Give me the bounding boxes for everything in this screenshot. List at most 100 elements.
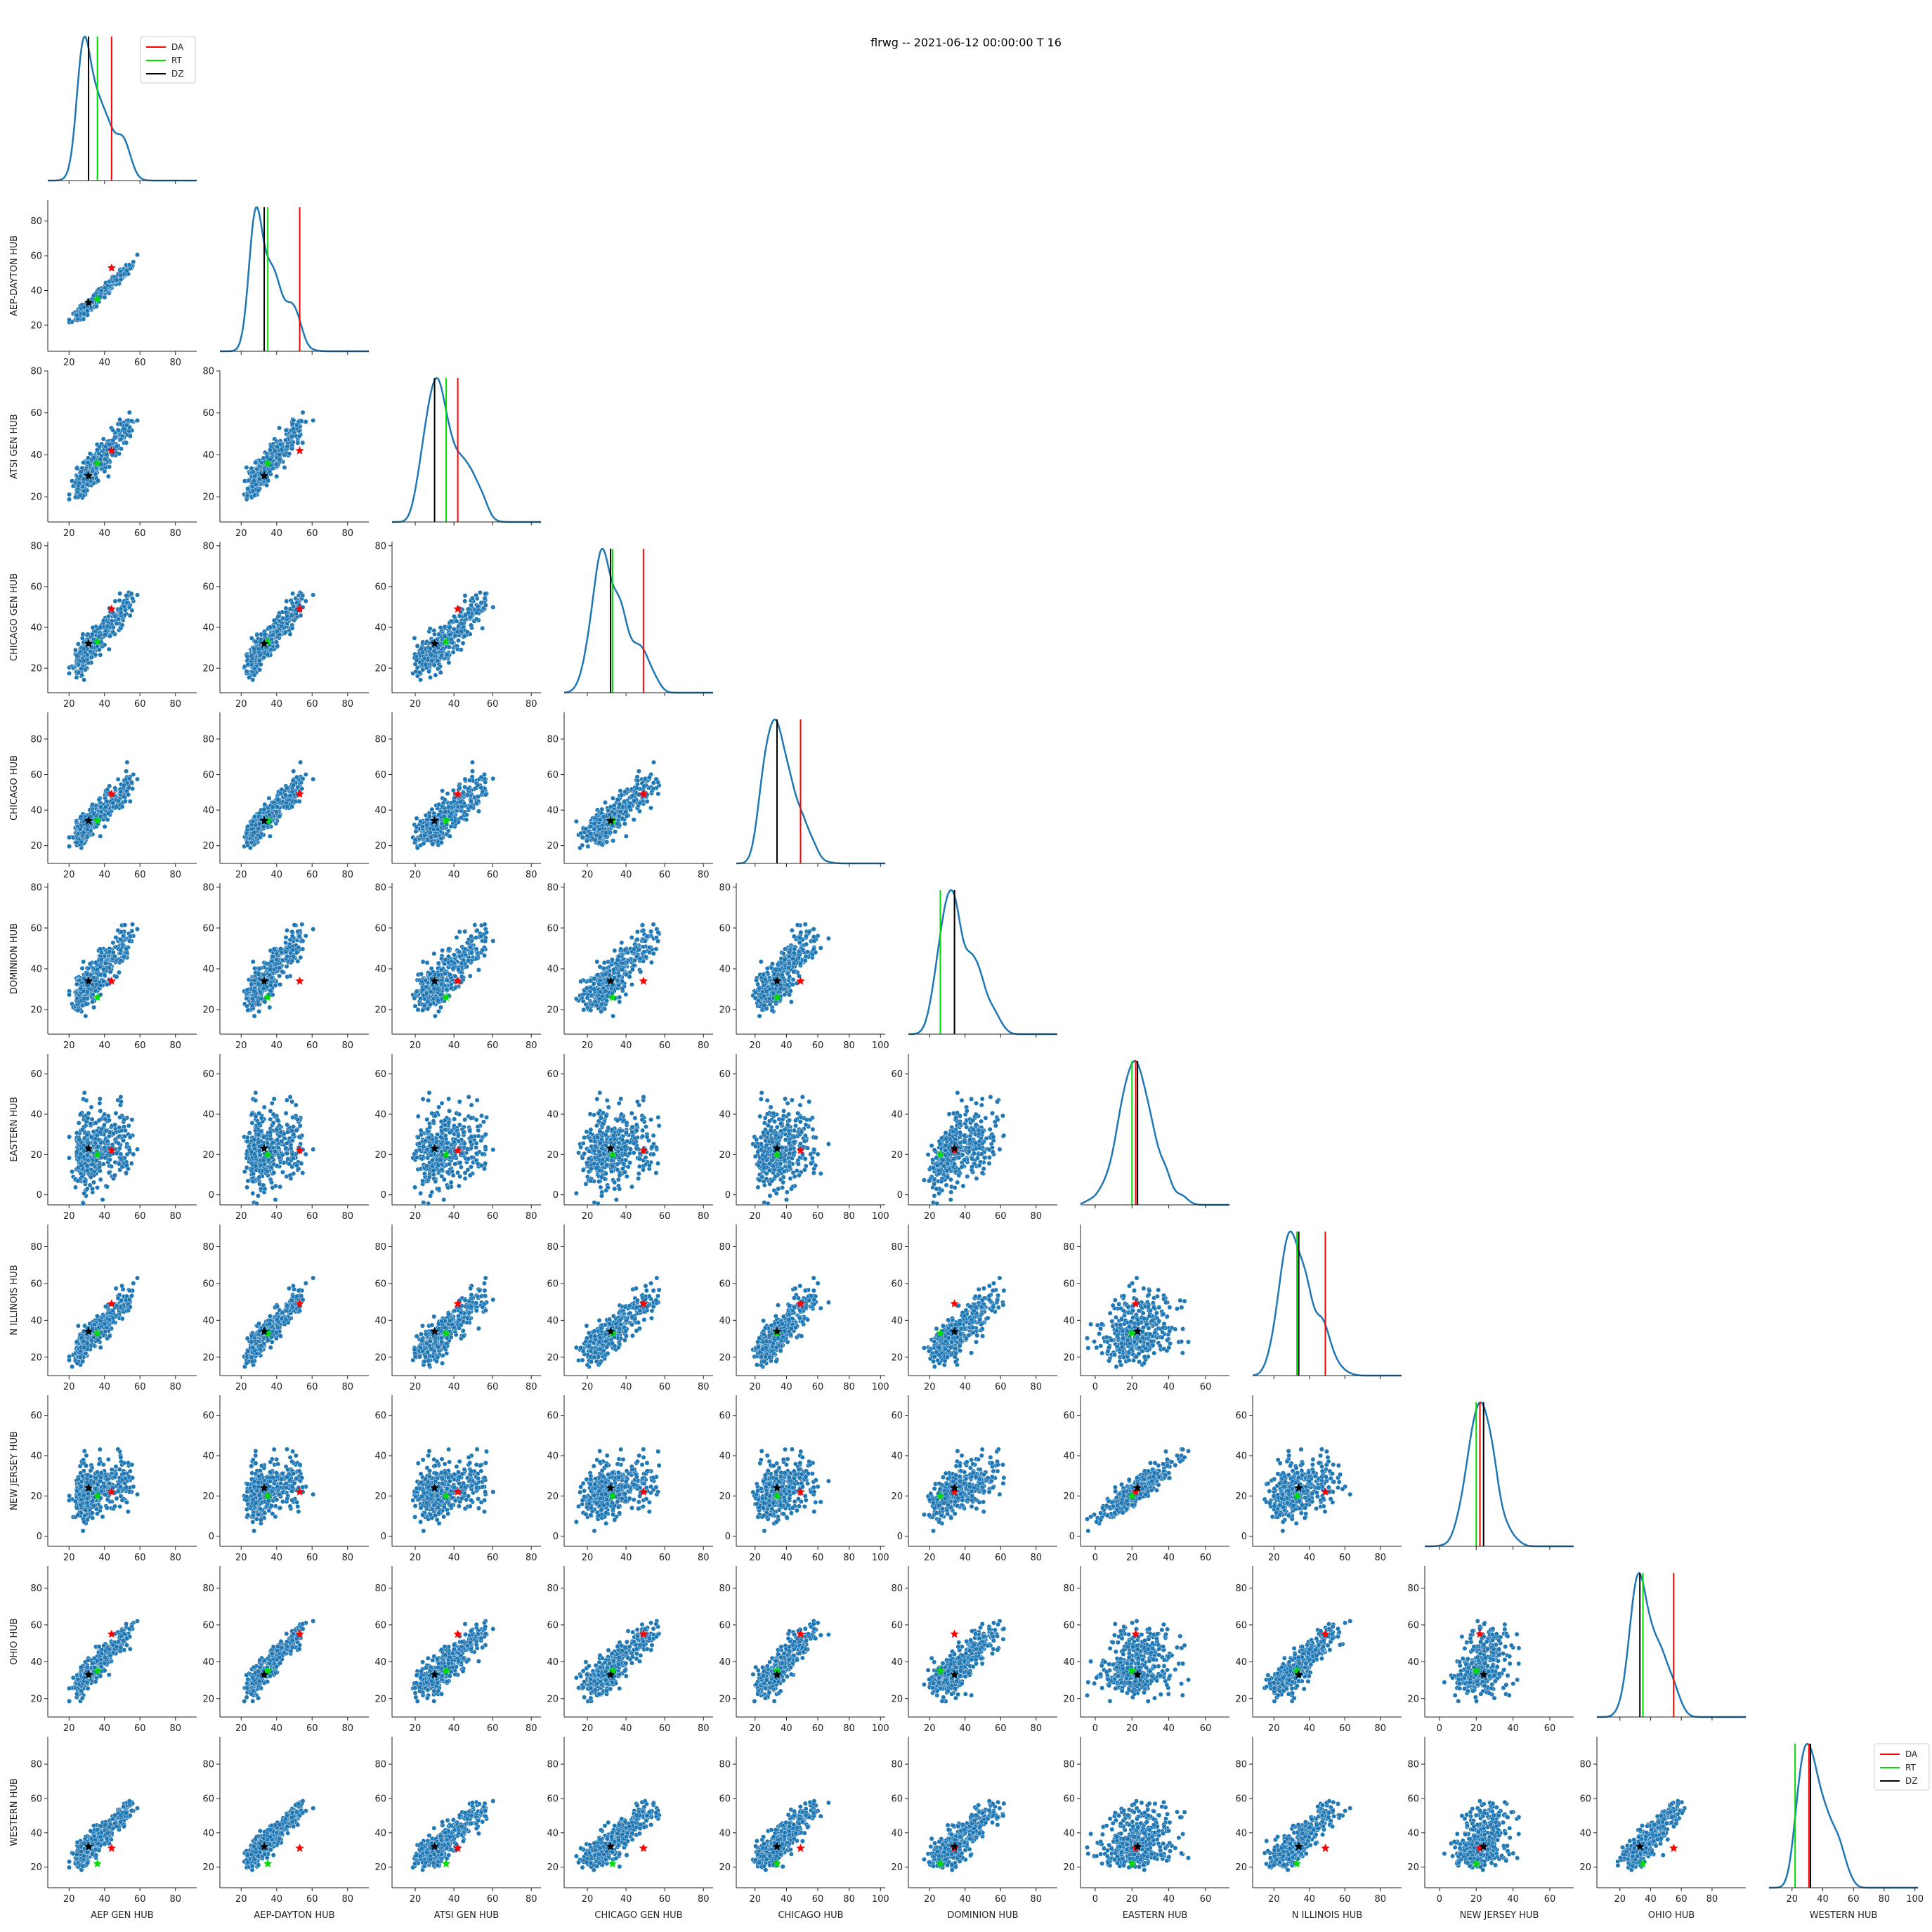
y-tick-label: 80 — [202, 367, 214, 377]
scatter-point — [631, 817, 637, 823]
scatter-point — [74, 313, 79, 318]
scatter-point — [67, 497, 72, 502]
scatter-point — [439, 653, 444, 658]
scatter-point — [273, 809, 279, 815]
scatter-point — [81, 305, 86, 310]
scatter-point — [438, 670, 443, 675]
scatter-point — [474, 593, 479, 598]
scatter-point — [256, 821, 262, 826]
scatter-point — [474, 610, 479, 615]
scatter-point — [249, 653, 254, 658]
y-tick-label: 20 — [30, 1005, 42, 1016]
x-tick-label: 80 — [169, 699, 181, 710]
scatter-point — [311, 927, 316, 932]
scatter-point — [84, 652, 90, 658]
scatter-point — [469, 603, 474, 608]
scatter-point — [439, 840, 444, 845]
scatter-point — [79, 635, 85, 641]
scatter-point — [77, 492, 83, 498]
scatter-point — [418, 677, 423, 683]
scatter-point — [98, 814, 103, 819]
y-tick-label: 80 — [547, 734, 559, 745]
scatter-point — [112, 785, 118, 791]
scatter-point — [289, 625, 295, 631]
x-tick-label: 60 — [134, 699, 146, 710]
scatter-point — [418, 818, 423, 824]
scatter-point — [422, 655, 427, 661]
legend-label-rt: RT — [171, 56, 182, 65]
scatter-point — [124, 440, 129, 445]
kde-curve — [736, 718, 885, 865]
x-tick-label: 60 — [306, 528, 318, 539]
scatter-point — [615, 797, 620, 802]
scatter-point — [105, 623, 110, 629]
scatter-point — [311, 418, 316, 423]
scatter-point — [439, 821, 445, 827]
x-tick-label: 60 — [306, 870, 318, 880]
scatter-point — [430, 842, 436, 847]
scatter-point — [98, 804, 103, 810]
scatter-point — [84, 835, 90, 840]
scatter-point — [429, 658, 434, 664]
scatter-point — [102, 294, 107, 300]
y-tick-label: 20 — [374, 841, 386, 851]
scatter-point — [253, 639, 259, 644]
scatter-point — [84, 972, 90, 977]
scatter-point — [436, 632, 442, 637]
scatter-point — [452, 614, 457, 619]
scatter-point — [273, 639, 279, 645]
scatter-point — [110, 629, 116, 635]
scatter-point — [116, 428, 122, 433]
y-tick-label: 40 — [202, 965, 214, 975]
scatter-point — [585, 838, 589, 844]
x-tick-label: 40 — [98, 699, 110, 710]
scatter-point — [458, 647, 464, 653]
scatter-point — [104, 452, 110, 457]
scatter-point — [585, 844, 591, 849]
scatter-point — [412, 837, 418, 842]
scatter-point — [114, 974, 119, 979]
scatter-point — [90, 802, 95, 807]
scatter-point — [458, 815, 464, 821]
scatter-point — [102, 972, 107, 978]
scatter-point — [435, 658, 440, 664]
scatter-point — [466, 786, 471, 792]
scatter-point — [287, 793, 293, 799]
scatter-point — [420, 667, 425, 672]
scatter-point — [130, 786, 136, 792]
scatter-point — [414, 824, 419, 830]
y-tick-label: 20 — [374, 664, 386, 674]
y-tick-label: 60 — [30, 582, 42, 592]
scatter-point — [127, 613, 133, 618]
scatter-point — [84, 481, 90, 487]
scatter-point — [256, 658, 262, 664]
scatter-point — [130, 922, 136, 927]
scatter-point — [284, 964, 289, 970]
scatter-point — [67, 317, 72, 322]
scatter-point — [91, 811, 96, 816]
scatter-point — [426, 669, 431, 674]
scatter-point — [77, 826, 83, 832]
scatter-point — [74, 653, 79, 658]
scatter-point — [262, 802, 268, 807]
scatter-point — [98, 983, 103, 988]
x-tick-label: 40 — [448, 699, 460, 710]
scatter-point — [79, 840, 84, 844]
scatter-point — [622, 789, 628, 795]
scatter-point — [257, 652, 263, 658]
scatter-point — [273, 448, 278, 454]
scatter-point — [465, 792, 470, 798]
scatter-point — [135, 418, 140, 423]
x-tick-label: 80 — [526, 870, 537, 880]
scatter-point — [277, 452, 282, 457]
scatter-point — [114, 621, 119, 627]
scatter-point — [262, 632, 268, 637]
scatter-point — [267, 1005, 273, 1010]
scatter-point — [435, 826, 440, 832]
scatter-point — [611, 795, 615, 801]
y-tick-label: 60 — [374, 770, 386, 781]
scatter-point — [74, 981, 79, 987]
